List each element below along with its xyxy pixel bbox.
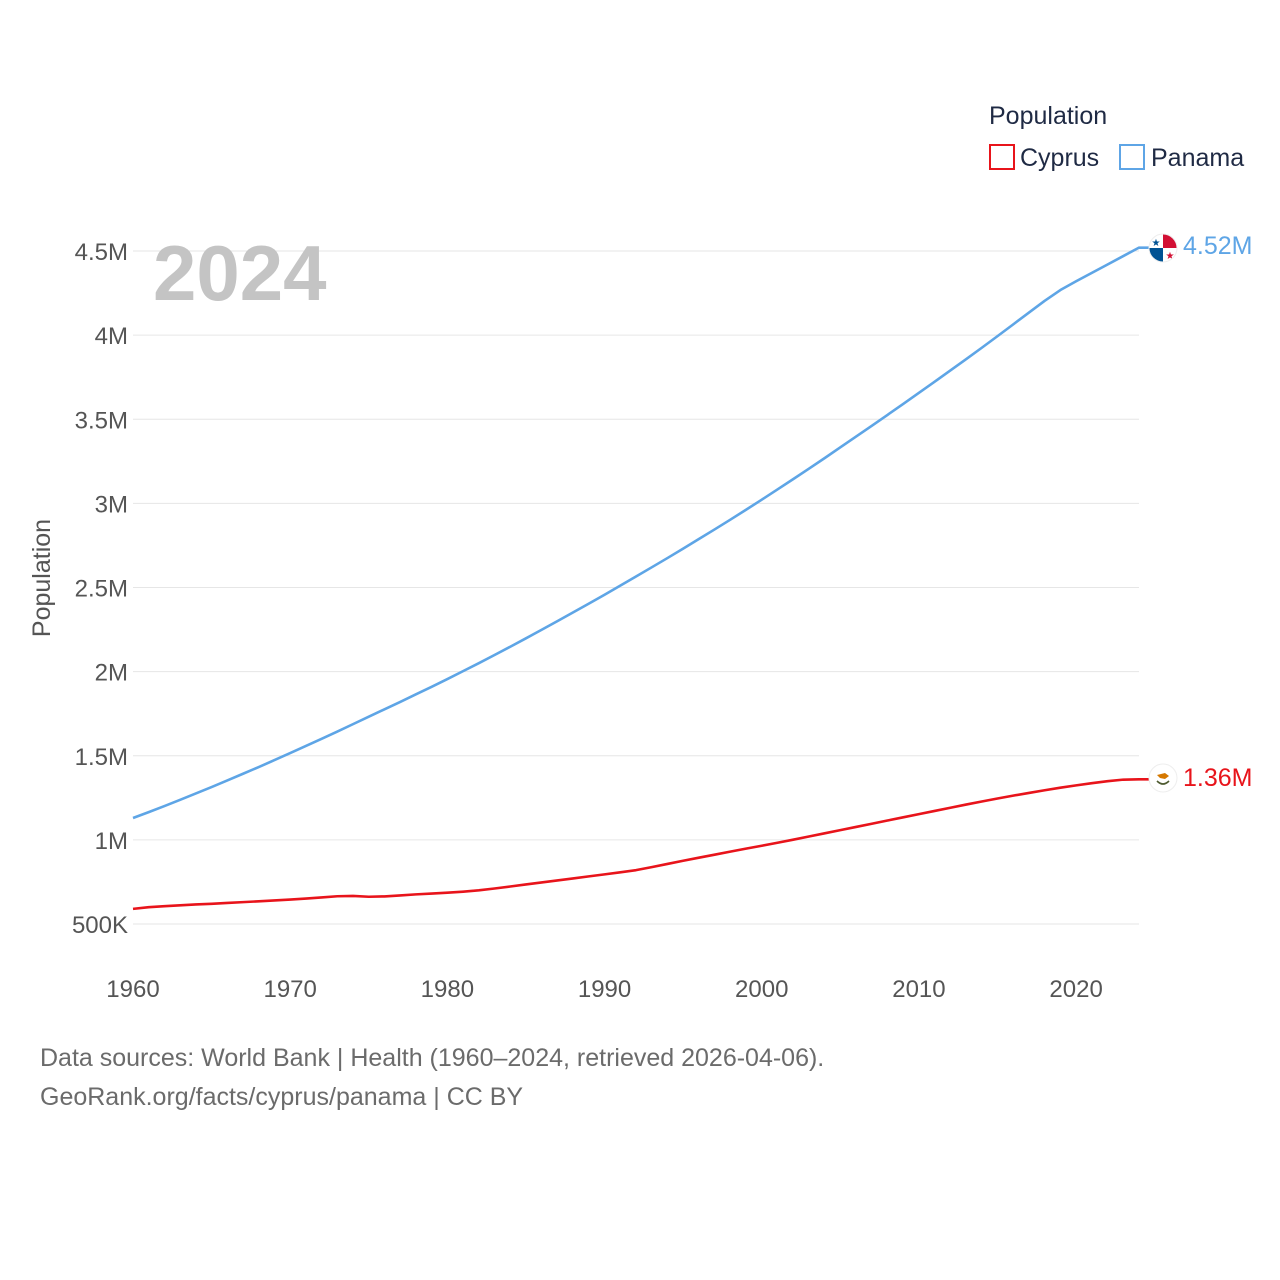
x-tick-label: 1970 xyxy=(263,976,316,1003)
legend-swatch-cyprus xyxy=(989,144,1015,170)
y-tick-label: 1M xyxy=(95,828,128,855)
panama-series-line xyxy=(132,246,1151,820)
legend-swatch-panama xyxy=(1119,144,1145,170)
legend-item-panama[interactable]: Panama xyxy=(1119,144,1244,172)
gridlines xyxy=(133,250,1139,925)
y-tick-label: 1.5M xyxy=(75,744,128,771)
y-tick-label: 4M xyxy=(95,323,128,350)
cyprus-end-value: 1.36M xyxy=(1183,764,1252,792)
x-tick-label: 1990 xyxy=(578,976,631,1003)
panama-flag-icon: ★ ★ xyxy=(1148,233,1178,263)
y-axis-ticks: 500K 1M 1.5M 2M 2.5M 3M 3.5M 4M 4.5M xyxy=(72,239,128,939)
legend-title: Population xyxy=(989,102,1107,130)
svg-text:★: ★ xyxy=(1166,251,1175,262)
cyprus-flag-icon xyxy=(1148,763,1178,793)
y-axis-label: Population xyxy=(28,519,56,637)
population-line-chart: Population Cyprus Panama Population 500K… xyxy=(28,102,1252,1003)
cyprus-end-marker: 1.36M xyxy=(1148,763,1252,793)
x-axis-ticks: 1960 1970 1980 1990 2000 2010 2020 xyxy=(106,976,1103,1003)
panama-end-value: 4.52M xyxy=(1183,232,1252,260)
legend: Population Cyprus Panama xyxy=(989,102,1244,172)
x-tick-label: 1980 xyxy=(421,976,474,1003)
x-tick-label: 2000 xyxy=(735,976,788,1003)
y-tick-label: 3M xyxy=(95,491,128,518)
series-lines xyxy=(132,246,1151,911)
legend-item-cyprus[interactable]: Cyprus xyxy=(989,144,1099,172)
data-source-note: Data sources: World Bank | Health (1960–… xyxy=(40,1044,825,1072)
y-tick-label: 500K xyxy=(72,912,128,939)
attribution-link[interactable]: GeoRank.org/facts/cyprus/panama | CC BY xyxy=(40,1083,524,1111)
cyprus-series-line xyxy=(132,778,1151,911)
current-year-label: 2024 xyxy=(153,229,327,317)
legend-label-panama: Panama xyxy=(1151,144,1244,172)
y-tick-label: 3.5M xyxy=(75,407,128,434)
y-tick-label: 2.5M xyxy=(75,576,128,603)
y-tick-label: 4.5M xyxy=(75,239,128,266)
x-tick-label: 2020 xyxy=(1049,976,1102,1003)
y-tick-label: 2M xyxy=(95,660,128,687)
legend-label-cyprus: Cyprus xyxy=(1020,144,1099,172)
svg-text:★: ★ xyxy=(1152,238,1161,249)
x-tick-label: 2010 xyxy=(892,976,945,1003)
panama-end-marker: ★ ★ 4.52M xyxy=(1148,232,1252,263)
x-tick-label: 1960 xyxy=(106,976,159,1003)
